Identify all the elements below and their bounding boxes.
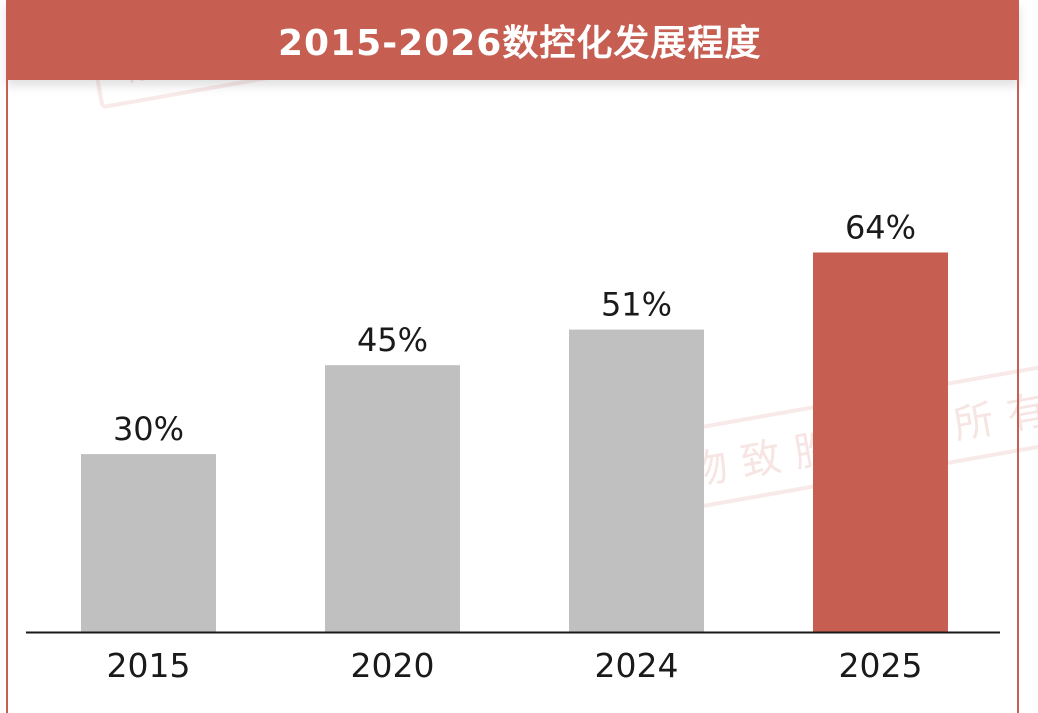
x-tick-label-2025: 2025 xyxy=(839,646,923,685)
bar-2025 xyxy=(813,252,948,633)
x-tick-label-2015: 2015 xyxy=(107,646,191,685)
bar-2020 xyxy=(325,365,460,632)
bar-2015 xyxy=(81,454,216,632)
data-label-2024: 51% xyxy=(601,286,672,324)
frame-left-border xyxy=(6,80,8,713)
data-label-2015: 30% xyxy=(113,410,184,448)
bar-2024 xyxy=(569,329,704,632)
frame-right-border xyxy=(1017,80,1019,713)
chart-title: 2015-2026数控化发展程度 xyxy=(278,23,762,64)
chart-header: 2015-2026数控化发展程度 xyxy=(6,0,1019,80)
data-label-2025: 64% xyxy=(845,208,916,246)
x-tick-label-2024: 2024 xyxy=(595,646,679,685)
data-label-2020: 45% xyxy=(357,321,428,359)
x-tick-label-2020: 2020 xyxy=(351,646,435,685)
